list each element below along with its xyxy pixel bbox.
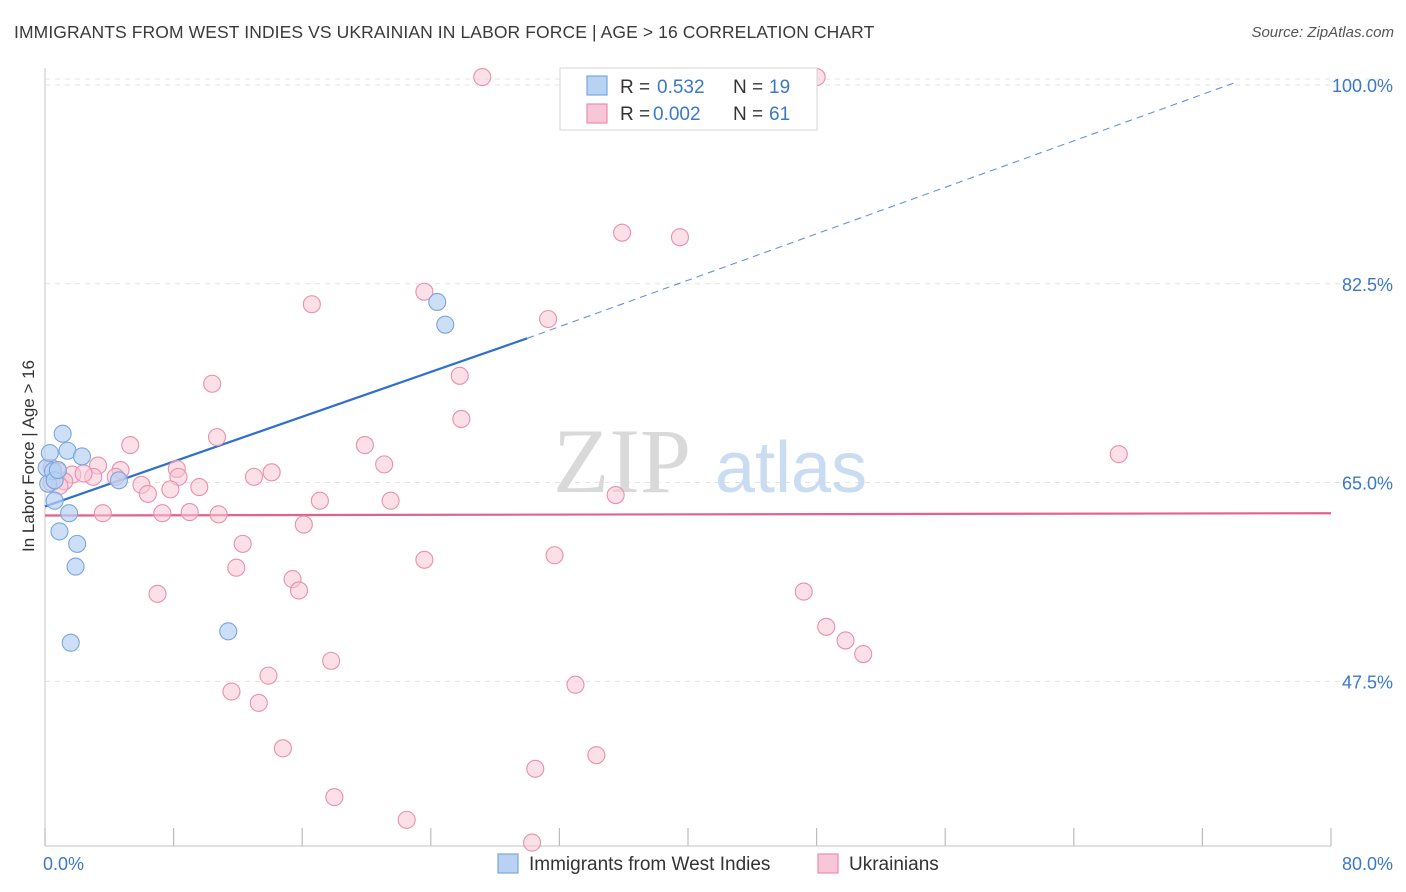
point-ukrainians [273, 739, 292, 758]
point-ukrainians [450, 366, 469, 385]
point-ukrainians [74, 464, 93, 483]
legend: R = 0.532 N = 19 R = 0.002 N = 61 [559, 67, 818, 131]
point-ukrainians [606, 485, 625, 505]
point-ukrainians [670, 228, 690, 247]
point-ukrainians [148, 584, 167, 603]
y-tick-label: 100.0% [1332, 76, 1393, 96]
point-ukrainians [294, 515, 313, 534]
point-ukrainians [161, 480, 180, 499]
source-credit: Source: ZipAtlas.com [1251, 24, 1394, 41]
point-west-indies [60, 504, 79, 523]
point-west-indies [436, 315, 455, 334]
point-ukrainians [325, 788, 344, 807]
bottom-legend-label-west-indies: Immigrants from West Indies [529, 854, 770, 875]
point-ukrainians [289, 581, 309, 600]
point-west-indies [50, 522, 69, 541]
x-tick-label-max: 80.0% [1342, 854, 1393, 874]
point-ukrainians [310, 491, 329, 510]
point-ukrainians [190, 478, 209, 497]
legend-r-label: R = [620, 77, 650, 98]
y-axis-label: In Labor Force | Age > 16 [19, 360, 38, 552]
y-tick-label: 65.0% [1342, 474, 1393, 494]
point-ukrainians [262, 463, 281, 482]
point-west-indies [66, 557, 85, 576]
x-tick-label-min: 0.0% [43, 854, 84, 874]
gridlines [45, 78, 1393, 682]
point-ukrainians [613, 223, 632, 242]
point-ukrainians [355, 436, 374, 455]
point-ukrainians [207, 428, 227, 447]
legend-r-value-ukrainians: 0.002 [653, 104, 701, 125]
bottom-legend-label-ukrainians: Ukrainians [849, 854, 939, 875]
point-west-indies [428, 292, 447, 312]
point-ukrainians [203, 374, 222, 393]
point-ukrainians [138, 484, 157, 503]
bottom-legend: Immigrants from West Indies Ukrainians [497, 853, 939, 875]
point-ukrainians [222, 682, 241, 701]
point-ukrainians [854, 645, 873, 664]
point-ukrainians [375, 455, 394, 474]
point-ukrainians [121, 436, 140, 455]
point-ukrainians [415, 550, 434, 569]
chart-title: IMMIGRANTS FROM WEST INDIES VS UKRAINIAN… [14, 22, 875, 42]
point-ukrainians [153, 504, 172, 523]
legend-swatch-ukrainians [586, 103, 608, 124]
legend-r-value-west-indies: 0.532 [657, 77, 705, 98]
point-ukrainians [209, 505, 228, 524]
trend-line-west-indies-extension [527, 82, 1235, 339]
point-ukrainians [415, 282, 434, 301]
y-tick-label: 47.5% [1342, 672, 1393, 692]
point-west-indies [219, 622, 238, 641]
point-ukrainians [227, 558, 246, 577]
data-points [37, 68, 1128, 852]
point-west-indies [45, 491, 64, 510]
point-ukrainians [244, 467, 264, 486]
legend-r-label: R = [620, 104, 650, 125]
legend-n-label: N = [733, 77, 763, 98]
legend-swatch-west-indies [586, 75, 608, 96]
point-ukrainians [836, 631, 855, 650]
legend-n-value-west-indies: 19 [769, 77, 790, 98]
point-west-indies [53, 424, 72, 443]
point-ukrainians [233, 534, 252, 553]
y-tick-label: 82.5% [1342, 275, 1393, 295]
point-ukrainians [587, 746, 606, 765]
bottom-legend-swatch-west-indies [497, 853, 519, 874]
point-west-indies [72, 447, 92, 466]
point-ukrainians [817, 617, 836, 636]
point-ukrainians [249, 693, 268, 712]
point-ukrainians [1109, 445, 1128, 464]
point-ukrainians [381, 491, 400, 510]
point-ukrainians [545, 546, 564, 565]
point-ukrainians [322, 651, 341, 670]
point-ukrainians [794, 582, 813, 601]
point-ukrainians [93, 504, 112, 523]
point-ukrainians [473, 68, 492, 87]
point-west-indies [40, 443, 59, 463]
point-ukrainians [539, 309, 558, 329]
point-west-indies [68, 534, 87, 553]
watermark-atlas: atlas [715, 428, 867, 508]
point-ukrainians [523, 833, 542, 852]
point-ukrainians [180, 503, 199, 522]
point-west-indies [61, 633, 80, 652]
point-ukrainians [526, 759, 545, 778]
point-ukrainians [302, 295, 321, 314]
trend-line-ukrainians [44, 512, 1332, 517]
y-tick-labels: 47.5% 65.0% 82.5% 100.0% [1332, 76, 1393, 692]
legend-n-label: N = [733, 104, 763, 125]
point-ukrainians [452, 409, 471, 429]
bottom-legend-swatch-ukrainians [817, 853, 839, 874]
point-ukrainians [397, 810, 416, 829]
point-west-indies [109, 471, 128, 490]
point-west-indies [48, 461, 67, 480]
point-ukrainians [566, 675, 585, 694]
point-ukrainians [259, 666, 278, 685]
legend-n-value-ukrainians: 61 [769, 104, 790, 125]
